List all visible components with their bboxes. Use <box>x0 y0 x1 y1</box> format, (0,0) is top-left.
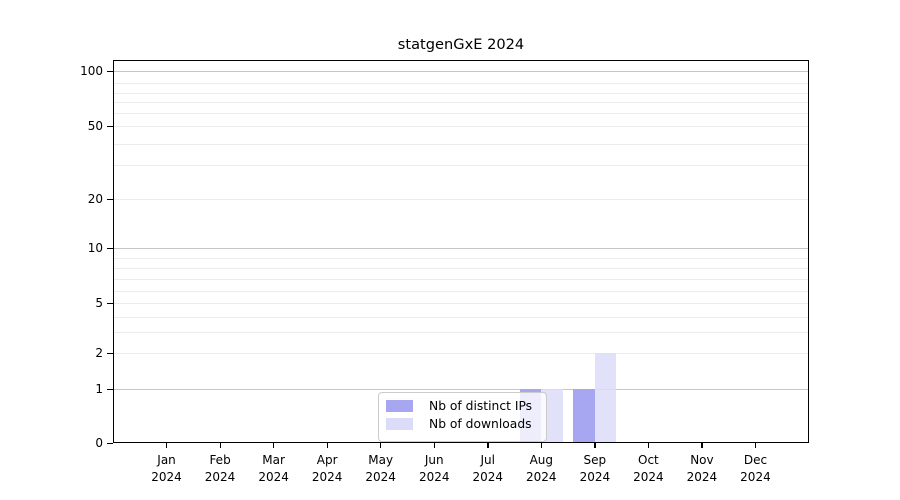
y-tick-label: 0 <box>95 436 103 450</box>
x-tick-label-nov: Nov 2024 <box>686 453 718 484</box>
minor-gridline <box>113 125 809 127</box>
legend-item: Nb of downloads <box>379 415 546 433</box>
x-tick-label-sep: Sep 2024 <box>579 453 611 484</box>
y-tick-label: 2 <box>95 346 103 360</box>
x-tick <box>540 443 543 448</box>
x-tick <box>380 443 382 448</box>
minor-gridline <box>113 352 809 354</box>
x-tick-label-oct: Oct 2024 <box>633 453 664 484</box>
x-tick-label-aug: Aug 2024 <box>526 453 557 484</box>
x-tick-label-mar: Mar 2024 <box>258 453 289 484</box>
y-tick <box>107 125 113 127</box>
y-tick-label: 10 <box>87 241 103 255</box>
minor-gridline <box>113 92 809 94</box>
x-tick <box>647 443 650 448</box>
legend-label: Nb of distinct IPs <box>429 399 533 413</box>
minor-gridline <box>113 198 809 200</box>
legend: Nb of distinct IPs Nb of downloads <box>378 392 547 442</box>
y-tick <box>107 388 113 390</box>
legend-swatch <box>386 400 413 412</box>
x-tick <box>326 443 328 448</box>
x-tick <box>273 443 275 448</box>
x-tick-label-dec: Dec 2024 <box>740 453 771 484</box>
minor-gridline <box>113 101 809 103</box>
y-tick <box>107 198 113 200</box>
plot-frame <box>113 60 809 443</box>
plot-area <box>113 60 809 443</box>
x-tick <box>594 443 596 448</box>
y-tick <box>107 70 113 72</box>
x-tick-label-jun: Jun 2024 <box>418 453 450 484</box>
major-gridline <box>113 388 809 390</box>
minor-gridline <box>113 257 809 259</box>
y-tick <box>107 247 113 249</box>
x-tick-label-feb: Feb 2024 <box>204 453 236 484</box>
minor-gridline <box>113 82 809 84</box>
bar-sep-distinct-ips <box>573 389 595 443</box>
y-tick-label: 50 <box>87 119 103 133</box>
x-tick <box>433 443 436 448</box>
legend-item: Nb of distinct IPs <box>379 397 546 415</box>
minor-gridline <box>113 278 809 280</box>
major-gridline <box>113 247 809 249</box>
x-tick-label-jan: Jan 2024 <box>151 453 182 484</box>
major-gridline <box>113 70 809 72</box>
y-tick <box>107 442 113 444</box>
chart-title: statgenGxE 2024 <box>397 36 525 53</box>
minor-gridline <box>113 112 809 114</box>
minor-gridline <box>113 331 809 333</box>
legend-label: Nb of downloads <box>429 417 532 431</box>
y-tick-label: 5 <box>95 296 103 310</box>
x-tick <box>754 443 757 448</box>
y-tick <box>107 302 113 304</box>
minor-gridline <box>113 316 809 318</box>
minor-gridline <box>113 164 809 166</box>
x-tick <box>701 443 703 448</box>
minor-gridline <box>113 302 809 304</box>
legend-swatch <box>386 418 413 430</box>
x-tick <box>487 443 489 448</box>
minor-gridline <box>113 267 809 269</box>
x-tick-label-jul: Jul 2024 <box>472 453 504 484</box>
x-tick <box>166 443 168 448</box>
minor-gridline <box>113 143 809 145</box>
y-tick <box>107 352 113 354</box>
bar-sep-downloads <box>594 353 617 443</box>
y-tick-label: 100 <box>80 64 103 78</box>
y-tick-label: 20 <box>87 192 103 206</box>
y-tick-label: 1 <box>95 382 103 396</box>
x-tick <box>219 443 221 448</box>
x-tick-label-apr: Apr 2024 <box>311 453 343 484</box>
minor-gridline <box>113 290 809 292</box>
x-tick-label-may: May 2024 <box>365 453 396 484</box>
